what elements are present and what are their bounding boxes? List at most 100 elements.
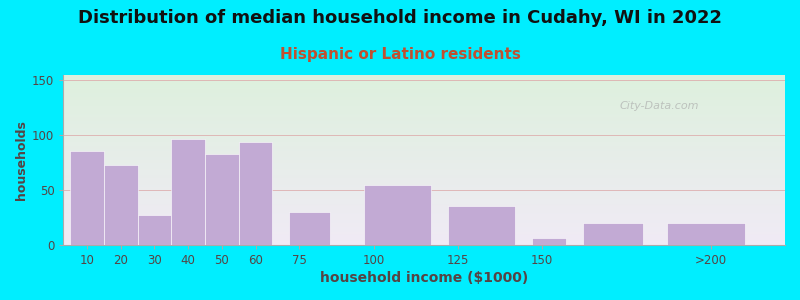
- Bar: [63, 213, 785, 214]
- Bar: [63, 228, 785, 229]
- Bar: [63, 112, 785, 113]
- Bar: [63, 134, 785, 135]
- Bar: [63, 178, 785, 179]
- Bar: [104, 165, 138, 245]
- Bar: [63, 222, 785, 223]
- Bar: [63, 136, 785, 137]
- Bar: [63, 77, 785, 78]
- Bar: [63, 237, 785, 238]
- Bar: [63, 154, 785, 155]
- Bar: [63, 149, 785, 150]
- Bar: [63, 203, 785, 204]
- Bar: [63, 135, 785, 136]
- Bar: [63, 214, 785, 215]
- Bar: [63, 147, 785, 148]
- Bar: [63, 124, 785, 125]
- Bar: [63, 210, 785, 211]
- Bar: [63, 212, 785, 213]
- Bar: [582, 223, 643, 245]
- Bar: [63, 142, 785, 143]
- Bar: [63, 146, 785, 147]
- Bar: [63, 179, 785, 180]
- Bar: [63, 110, 785, 111]
- Bar: [532, 238, 566, 245]
- Bar: [63, 180, 785, 181]
- Bar: [63, 232, 785, 233]
- Bar: [63, 94, 785, 95]
- Bar: [63, 192, 785, 193]
- Bar: [63, 201, 785, 202]
- Bar: [138, 215, 171, 245]
- Bar: [63, 137, 785, 138]
- Bar: [63, 120, 785, 121]
- Bar: [63, 239, 785, 240]
- Bar: [63, 133, 785, 134]
- Bar: [63, 85, 785, 86]
- Bar: [667, 223, 745, 245]
- Bar: [63, 152, 785, 153]
- Bar: [63, 224, 785, 225]
- Bar: [63, 204, 785, 205]
- Bar: [63, 156, 785, 157]
- Bar: [290, 212, 330, 245]
- Bar: [63, 168, 785, 169]
- Bar: [63, 177, 785, 178]
- Bar: [63, 234, 785, 235]
- Bar: [63, 76, 785, 77]
- Bar: [63, 221, 785, 222]
- Bar: [63, 193, 785, 194]
- Bar: [63, 205, 785, 206]
- Bar: [63, 106, 785, 107]
- Bar: [63, 111, 785, 112]
- Bar: [63, 138, 785, 139]
- X-axis label: household income ($1000): household income ($1000): [320, 271, 528, 285]
- Bar: [63, 93, 785, 94]
- Bar: [63, 174, 785, 175]
- Bar: [63, 80, 785, 81]
- Text: Distribution of median household income in Cudahy, WI in 2022: Distribution of median household income …: [78, 9, 722, 27]
- Bar: [63, 173, 785, 174]
- Text: Hispanic or Latino residents: Hispanic or Latino residents: [279, 46, 521, 62]
- Bar: [63, 209, 785, 210]
- Bar: [63, 95, 785, 96]
- Bar: [63, 188, 785, 189]
- Bar: [63, 206, 785, 207]
- Bar: [63, 148, 785, 149]
- Bar: [63, 118, 785, 119]
- Bar: [63, 165, 785, 166]
- Bar: [63, 185, 785, 186]
- Bar: [63, 202, 785, 203]
- Bar: [63, 241, 785, 242]
- Bar: [63, 229, 785, 230]
- Bar: [63, 208, 785, 209]
- Bar: [63, 161, 785, 162]
- Bar: [63, 99, 785, 100]
- Bar: [63, 91, 785, 92]
- Bar: [63, 108, 785, 109]
- Bar: [63, 207, 785, 208]
- Bar: [238, 142, 273, 245]
- Bar: [63, 191, 785, 192]
- Bar: [63, 231, 785, 232]
- Bar: [63, 84, 785, 85]
- Bar: [63, 216, 785, 217]
- Bar: [63, 140, 785, 141]
- Bar: [63, 182, 785, 183]
- Bar: [63, 171, 785, 172]
- Bar: [63, 159, 785, 160]
- Bar: [63, 121, 785, 122]
- Bar: [63, 100, 785, 101]
- Bar: [63, 183, 785, 184]
- Bar: [63, 233, 785, 234]
- Bar: [63, 219, 785, 220]
- Bar: [63, 217, 785, 218]
- Bar: [63, 155, 785, 156]
- Bar: [63, 157, 785, 158]
- Bar: [63, 160, 785, 161]
- Bar: [63, 181, 785, 182]
- Bar: [63, 200, 785, 201]
- Bar: [63, 195, 785, 196]
- Bar: [63, 211, 785, 212]
- Bar: [63, 166, 785, 167]
- Bar: [63, 141, 785, 142]
